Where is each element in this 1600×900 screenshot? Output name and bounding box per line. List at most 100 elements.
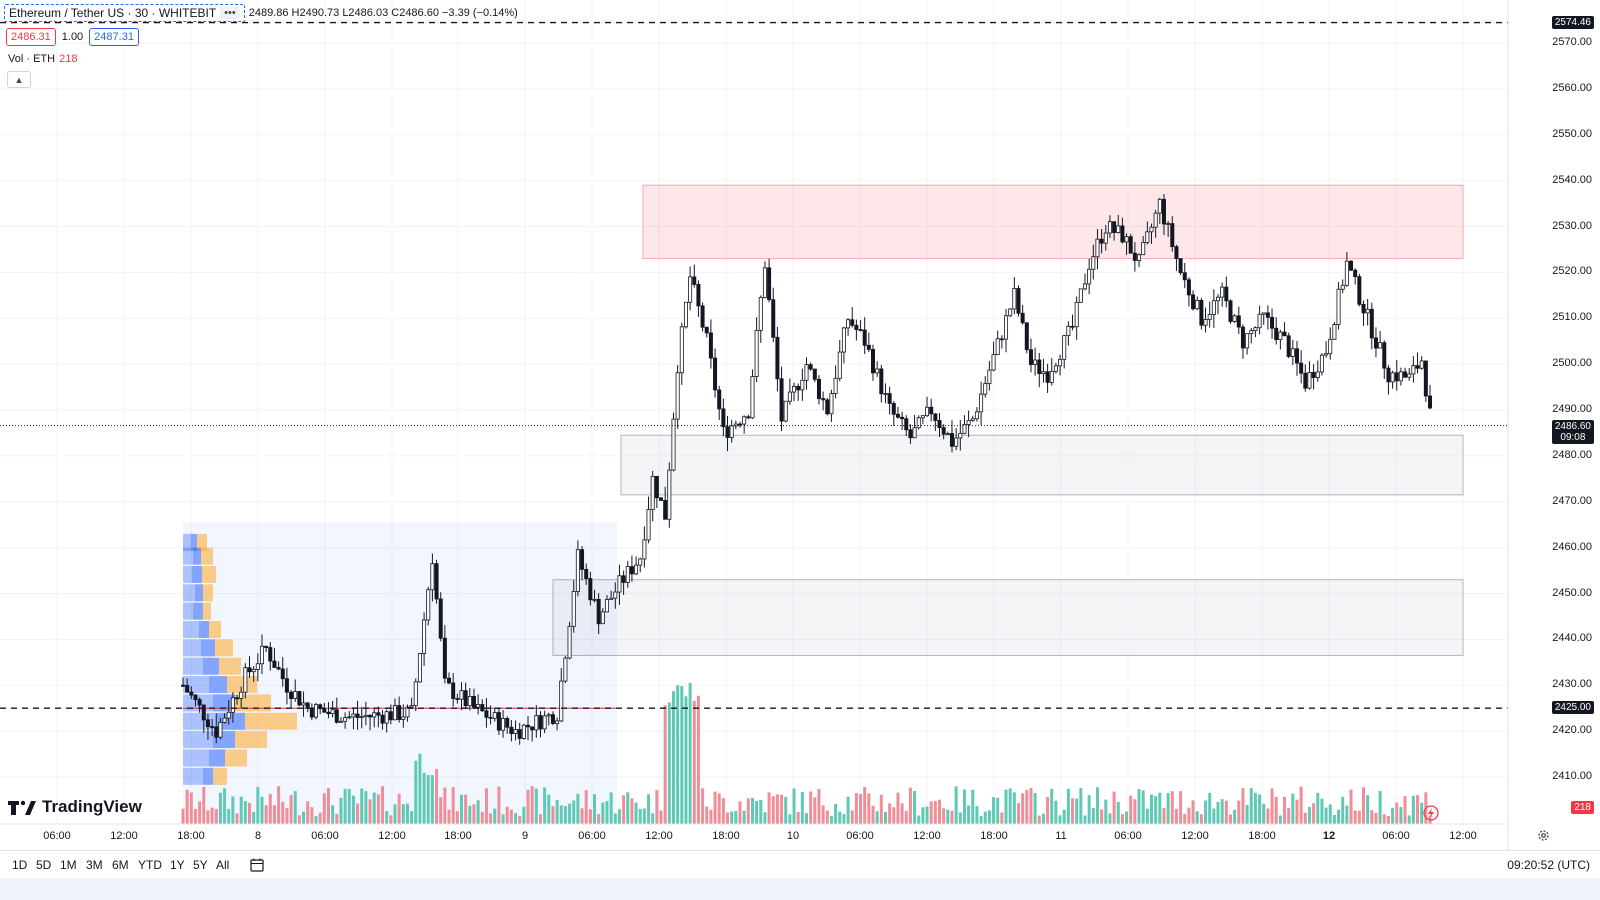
volume-bar (671, 691, 675, 824)
settings-gear-icon[interactable] (1537, 829, 1550, 842)
candle-body (929, 406, 934, 415)
volume-badge: 218 (1571, 801, 1594, 814)
chart-grid (0, 0, 1508, 824)
volume-bar (1170, 791, 1174, 824)
volume-bar (202, 786, 206, 824)
candle-body (235, 697, 240, 700)
candle-body (895, 413, 900, 418)
volume-bar (326, 788, 330, 824)
price-scale-label: 2440.00 (1552, 632, 1592, 645)
profile-bar (191, 533, 197, 551)
candle-body (1253, 327, 1258, 332)
volume-bar (310, 807, 314, 824)
volume-bar (455, 811, 459, 824)
volume-bar (526, 789, 530, 824)
candle-body (185, 685, 190, 693)
volume-bar (1303, 812, 1307, 824)
volume-bar (742, 810, 746, 824)
candle-body (550, 714, 555, 724)
candle-body (442, 637, 447, 679)
candle-body (1132, 252, 1137, 261)
candle-body (563, 657, 568, 682)
price-scale-label: 2410.00 (1552, 770, 1592, 782)
symbol-box[interactable]: Ethereum / Tether US · 30 · WHITEBIT ••• (4, 4, 245, 22)
volume-bar (505, 806, 509, 824)
candle-body (879, 368, 884, 395)
candle-body (634, 564, 639, 575)
volume-bar (796, 811, 800, 824)
time-scale-label: 06:00 (578, 830, 606, 842)
volume-bar (551, 806, 555, 824)
candle-body (675, 372, 680, 420)
sell-price-button[interactable]: 2486.31 (6, 28, 56, 46)
candle-body (255, 663, 260, 670)
utc-clock[interactable]: 09:20:52 (UTC) (1507, 858, 1590, 872)
candle-body (1365, 308, 1370, 314)
candle-body (700, 305, 705, 328)
candle-body (1099, 238, 1104, 244)
date-range-calendar-icon[interactable] (249, 857, 265, 873)
range-6m-button[interactable]: 6M (112, 858, 129, 872)
candle-body (210, 726, 215, 729)
candle-body (1398, 371, 1403, 382)
volume-bar (1050, 788, 1054, 824)
collapse-legend-button[interactable]: ▲ (7, 71, 31, 88)
candle-body (417, 653, 422, 683)
candle-body (289, 691, 294, 699)
volume-bar (821, 805, 825, 824)
profile-bar (217, 712, 245, 730)
volume-bar (859, 794, 863, 824)
volume-bar (397, 793, 401, 824)
volume-bar (721, 798, 725, 824)
range-5d-button[interactable]: 5D (36, 858, 52, 872)
price-chart[interactable] (0, 0, 1600, 850)
volume-bar (459, 794, 463, 824)
volume-bar (1320, 798, 1324, 824)
range-1m-button[interactable]: 1M (60, 858, 77, 872)
candle-body (742, 416, 747, 425)
volume-bar (484, 788, 488, 824)
volume-value: 218 (59, 53, 78, 65)
candle-body (908, 429, 913, 439)
range-3m-button[interactable]: 3M (86, 858, 103, 872)
time-scale-label: 8 (254, 830, 262, 842)
volume-bar (1091, 808, 1095, 824)
profile-bar (199, 621, 209, 639)
symbol-title: Ethereum / Tether US · 30 · WHITEBIT (9, 6, 217, 20)
candle-body (205, 719, 210, 728)
volume-bar (1386, 815, 1390, 824)
candle-body (692, 276, 697, 285)
volume-bar (900, 803, 904, 824)
candle-body (900, 416, 905, 420)
tradingview-logo[interactable]: TradingView (8, 797, 142, 817)
candle-body (567, 625, 572, 659)
candle-body (413, 681, 418, 706)
candle-body (559, 680, 564, 722)
profile-bar (213, 767, 227, 785)
volume-bar (198, 801, 202, 824)
buy-price-button[interactable]: 2487.31 (89, 28, 139, 46)
candle-body (1411, 365, 1416, 375)
candle-body (659, 497, 664, 501)
resistance-zone (642, 184, 1464, 260)
candle-body (509, 726, 514, 734)
flash-icon[interactable] (1423, 805, 1439, 821)
candle-body (1178, 258, 1183, 274)
range-1y-button[interactable]: 1Y (170, 858, 185, 872)
candle-body (850, 319, 855, 326)
candle-body (368, 714, 373, 718)
candle-body (1245, 333, 1250, 349)
volume-bar (975, 806, 979, 824)
candle-body (708, 332, 713, 359)
range-ytd-button[interactable]: YTD (138, 858, 162, 872)
range-1d-button[interactable]: 1D (12, 858, 28, 872)
range-all-button[interactable]: All (216, 858, 230, 872)
candle-body (1224, 286, 1229, 302)
volume-bar (576, 793, 580, 824)
footer-strip (0, 878, 1600, 900)
more-options-button[interactable]: ••• (220, 7, 240, 19)
profile-bar (209, 621, 221, 639)
candle-body (1004, 315, 1009, 340)
candle-body (1249, 330, 1254, 334)
range-5y-button[interactable]: 5Y (193, 858, 208, 872)
